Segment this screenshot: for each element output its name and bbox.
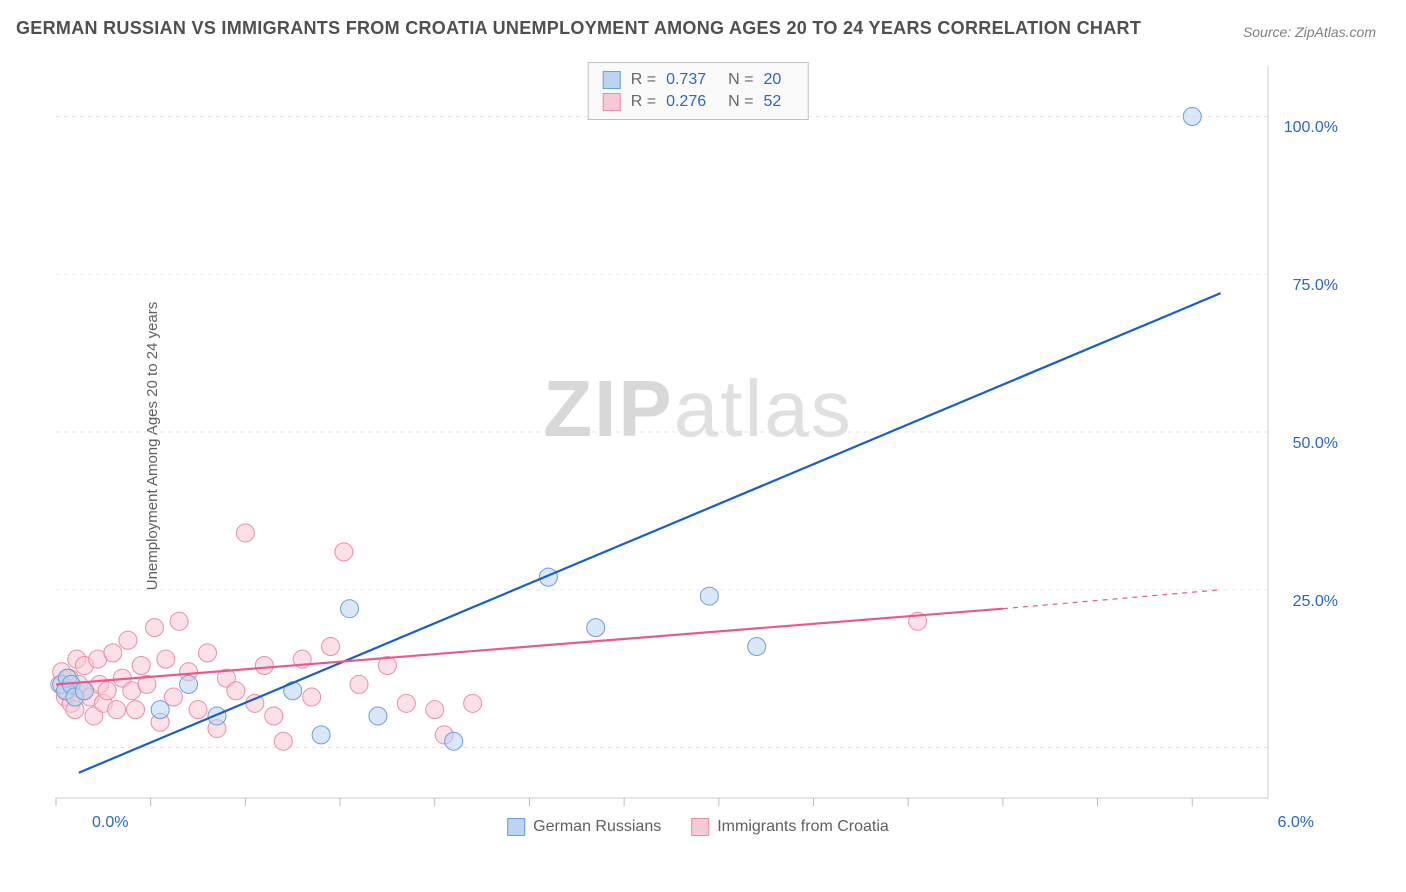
r-label: R =: [631, 91, 656, 113]
n-value: 52: [763, 91, 781, 113]
chart-title: GERMAN RUSSIAN VS IMMIGRANTS FROM CROATI…: [16, 18, 1141, 39]
x-axis-max-label: 6.0%: [1278, 814, 1314, 832]
legend-label: German Russians: [533, 818, 661, 836]
scatter-chart: [48, 58, 1348, 838]
n-label: N =: [728, 69, 753, 91]
chart-container: GERMAN RUSSIAN VS IMMIGRANTS FROM CROATI…: [0, 0, 1406, 892]
x-axis-min-label: 0.0%: [92, 814, 128, 832]
n-label: N =: [728, 91, 753, 113]
r-value: 0.276: [666, 91, 706, 113]
legend-swatch: [603, 71, 621, 89]
series-legend-item: German Russians: [507, 818, 661, 836]
legend-label: Immigrants from Croatia: [717, 818, 889, 836]
r-label: R =: [631, 69, 656, 91]
y-tick-label: 100.0%: [1284, 119, 1338, 137]
y-tick-label: 25.0%: [1293, 593, 1338, 611]
legend-swatch: [691, 818, 709, 836]
source-attribution: Source: ZipAtlas.com: [1243, 24, 1376, 40]
y-tick-label: 75.0%: [1293, 277, 1338, 295]
n-value: 20: [763, 69, 781, 91]
series-legend-item: Immigrants from Croatia: [691, 818, 889, 836]
legend-swatch: [507, 818, 525, 836]
plot-area: ZIPatlas R =0.737N =20R =0.276N =52 Germ…: [48, 58, 1348, 838]
y-tick-label: 50.0%: [1293, 435, 1338, 453]
stats-legend-row: R = 0.276 N = 52: [603, 91, 794, 113]
stats-legend: R = 0.737 N = 20 R = 0.276 N = 52: [588, 62, 809, 120]
r-value: 0.737: [666, 69, 706, 91]
series-legend: German Russians Immigrants from Croatia: [507, 818, 889, 836]
legend-swatch: [603, 93, 621, 111]
stats-legend-row: R = 0.737 N = 20: [603, 69, 794, 91]
